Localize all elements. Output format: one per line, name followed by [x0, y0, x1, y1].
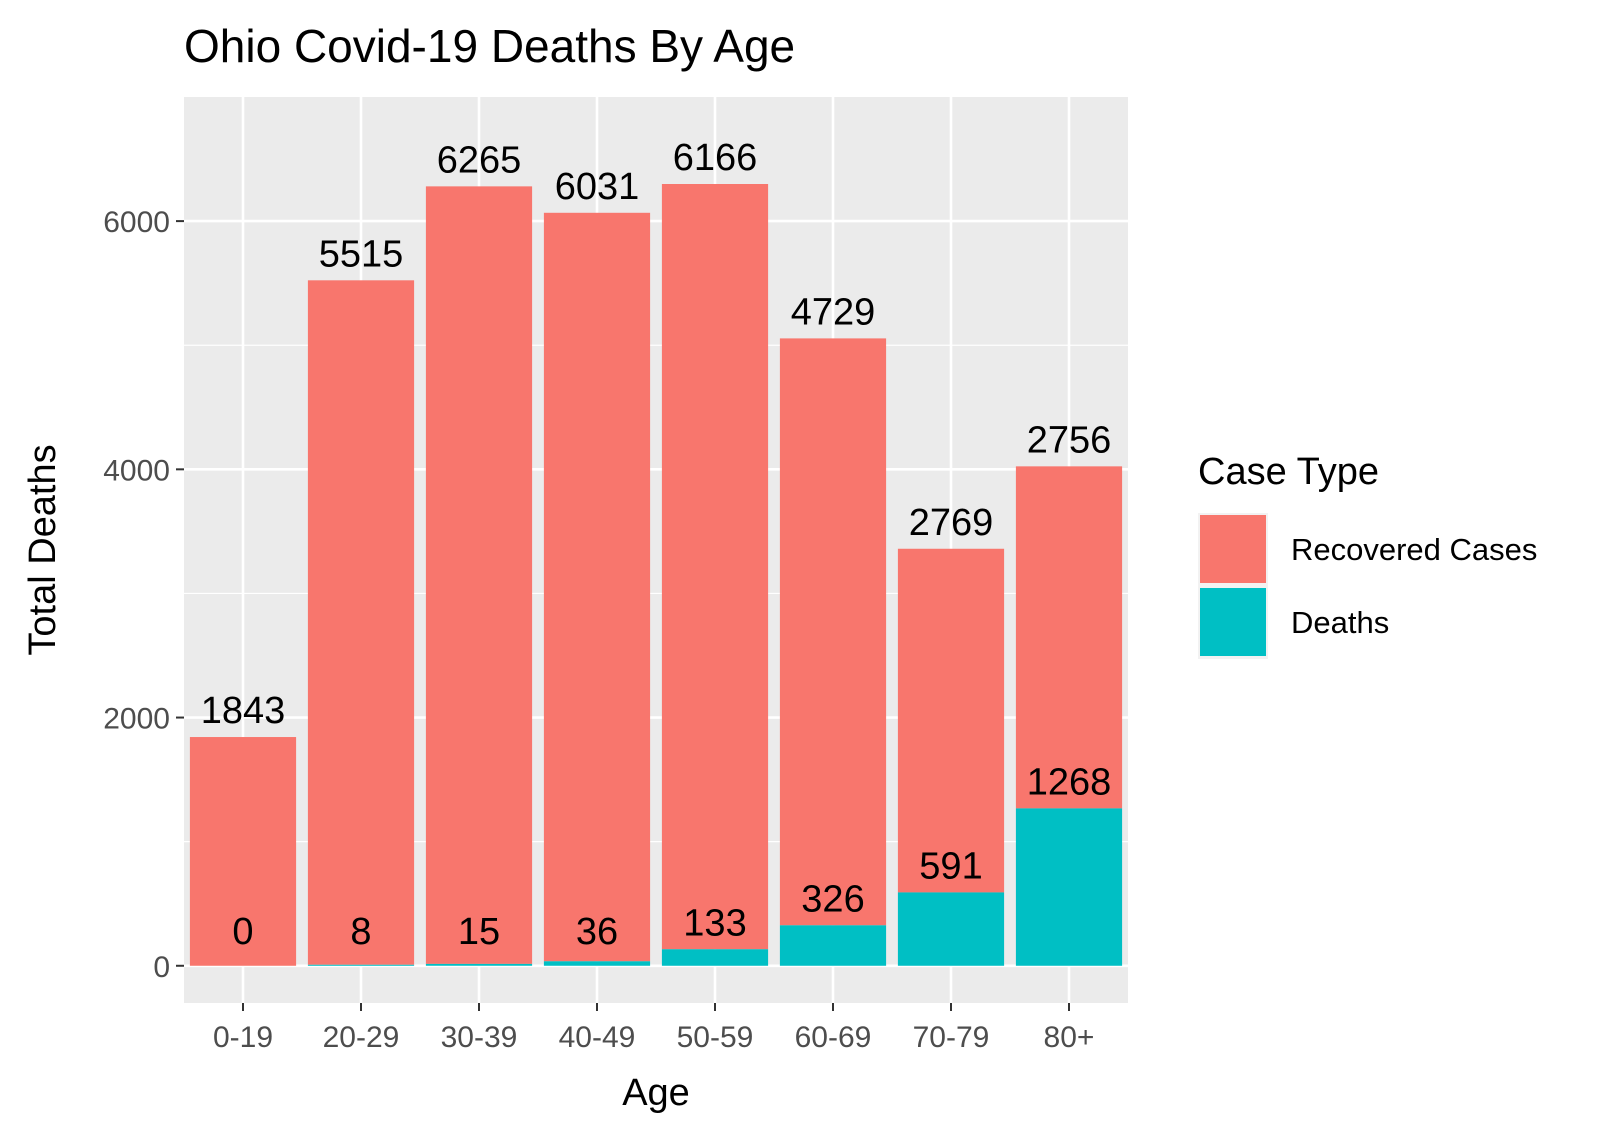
x-tick-label: 60-69 [795, 1021, 872, 1054]
legend-key-swatch [1200, 588, 1266, 656]
x-tick-label: 50-59 [677, 1021, 754, 1054]
x-tick-label: 20-29 [323, 1021, 400, 1054]
legend-label: Deaths [1291, 605, 1389, 640]
chart-title: Ohio Covid-19 Deaths By Age [184, 20, 795, 72]
bar-recovered-cases [307, 280, 415, 965]
y-tick-label: 0 [153, 951, 170, 984]
data-label-deaths: 591 [919, 845, 982, 887]
legend-title: Case Type [1198, 451, 1379, 493]
x-tick-label: 0-19 [213, 1021, 273, 1054]
data-label-deaths: 326 [801, 878, 864, 920]
x-tick-label: 30-39 [441, 1021, 518, 1054]
bar-recovered-cases [661, 184, 769, 950]
bar-deaths [897, 892, 1005, 966]
data-label-deaths: 0 [232, 911, 253, 953]
bar-recovered-cases [425, 186, 533, 964]
data-label-deaths: 8 [350, 911, 371, 953]
y-tick-label: 4000 [103, 454, 170, 487]
data-label-recovered-cases: 6166 [673, 137, 758, 179]
data-label-recovered-cases: 6265 [437, 139, 522, 181]
y-axis: 0 2000 4000 6000 [103, 206, 184, 984]
x-tick-label: 70-79 [913, 1021, 990, 1054]
x-tick-label: 40-49 [559, 1021, 636, 1054]
legend: Case Type Recovered Cases Deaths [1198, 451, 1537, 659]
bar-deaths [661, 949, 769, 966]
data-labels: 1843 0 5515 8 6265 15 6031 36 6166 133 4729 326 2769… [201, 137, 1112, 953]
x-tick-label: 80+ [1044, 1021, 1095, 1054]
data-label-recovered-cases: 5515 [319, 233, 404, 275]
bar-recovered-cases [779, 338, 887, 926]
data-label-recovered-cases: 4729 [791, 291, 876, 333]
legend-label: Recovered Cases [1291, 532, 1537, 567]
data-label-deaths: 1268 [1027, 761, 1112, 803]
x-axis-title: Age [622, 1072, 690, 1114]
bar-deaths [1015, 808, 1123, 966]
data-label-deaths: 15 [458, 911, 500, 953]
data-label-recovered-cases: 1843 [201, 690, 286, 732]
y-axis-title: Total Deaths [22, 444, 64, 655]
x-axis: 0-19 20-29 30-39 40-49 50-59 60-69 70-79 80+ [213, 1003, 1094, 1054]
data-label-deaths: 133 [683, 902, 746, 944]
data-label-deaths: 36 [576, 911, 618, 953]
bar-deaths [543, 961, 651, 966]
bar-recovered-cases [543, 212, 651, 962]
y-tick-label: 6000 [103, 206, 170, 239]
bar-recovered-cases [189, 737, 297, 966]
bar-deaths [307, 964, 415, 966]
bar-deaths [779, 925, 887, 966]
legend-key-swatch [1200, 515, 1266, 583]
y-tick-label: 2000 [103, 703, 170, 736]
bars [189, 184, 1123, 966]
bar-recovered-cases [1015, 466, 1123, 809]
data-label-recovered-cases: 6031 [555, 166, 640, 208]
data-label-recovered-cases: 2756 [1027, 419, 1112, 461]
data-label-recovered-cases: 2769 [909, 502, 994, 544]
bar-recovered-cases [897, 548, 1005, 893]
bar-deaths [425, 963, 533, 966]
